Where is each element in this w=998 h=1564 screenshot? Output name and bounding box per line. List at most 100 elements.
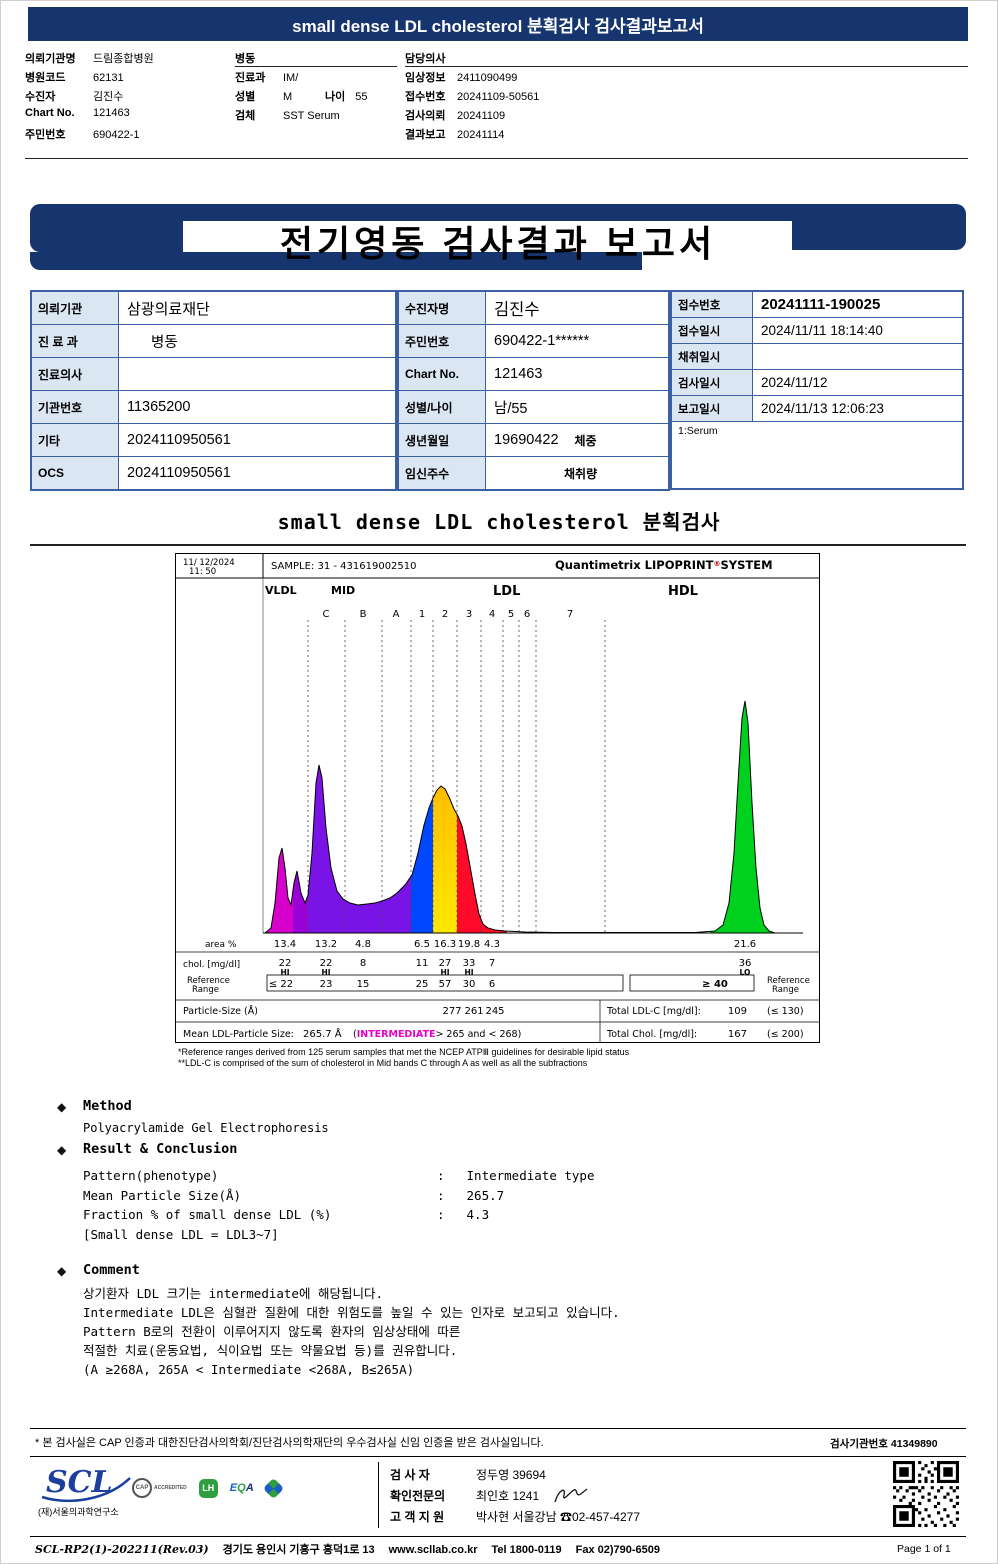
result-row: Pattern(phenotype): Intermediate type	[83, 1166, 594, 1186]
reference-value: 6	[489, 979, 495, 990]
total-ldl-ref: (≤ 130)	[767, 1006, 804, 1017]
comment-line: 상기환자 LDL 크기는 intermediate에 해당됩니다.	[83, 1286, 384, 1301]
field-label: 나이	[325, 91, 346, 103]
section-divider	[30, 544, 966, 546]
staff-row: 고 객 지 원 박사현 서울강남 ☎02-457-4277	[390, 1506, 640, 1527]
subband-label: 5	[508, 609, 514, 620]
staff-label: 고 객 지 원	[390, 1510, 445, 1524]
band-label-ldl: LDL	[493, 584, 520, 599]
result-row: Mean Particle Size(Å): 265.7	[83, 1186, 594, 1206]
field-label: 검사의뢰	[405, 110, 446, 122]
cell-value	[753, 344, 962, 369]
header-field: 결과보고 20241114	[405, 126, 504, 142]
particle-size-label: Particle-Size (Å)	[183, 1005, 258, 1017]
cell-value: 2024/11/11 18:14:40	[753, 318, 962, 343]
band-label-vldl: VLDL	[265, 584, 297, 597]
field-label: 담당의사	[405, 53, 446, 65]
lipoprint-system-label: Quantimetrix LIPOPRINT®SYSTEM	[555, 558, 773, 572]
cell-label: 접수일시	[672, 318, 752, 343]
cell-label: 의뢰기관	[32, 292, 118, 324]
address: 경기도 용인시 기흥구 흥덕1로 13	[222, 1544, 375, 1556]
signature-icon	[554, 1487, 588, 1502]
chol-value: 33	[463, 958, 476, 969]
bottom-info-row: SCL-RP2(1)-202211(Rev.03) 경기도 용인시 기흥구 흥덕…	[35, 1541, 660, 1557]
eqa-letter: Q	[237, 1482, 246, 1494]
hi-flag: HI	[464, 968, 473, 977]
patient-table-left: 의뢰기관 삼광의료재단 진 료 과 병동 진료의사 기관번호 11365200 기타 2…	[30, 290, 397, 491]
header-field: 병원코드 62131	[25, 69, 124, 85]
staff-label: 확인전문의	[390, 1489, 446, 1503]
mean-particle-classification: (INTERMEDIATE> 265 and < 268)	[353, 1029, 521, 1040]
field-label: 의뢰기관명	[25, 53, 76, 65]
lipoprint-chart-svg: 11/ 12/2024 11: 50 SAMPLE: 31 - 43161900…	[175, 553, 820, 1043]
cell-value: 2024110950561	[119, 457, 395, 489]
org-number: 검사기관번호 41349890	[830, 1436, 938, 1451]
website: www.scllab.co.kr	[388, 1544, 478, 1556]
hi-flag: HI	[321, 968, 330, 977]
cap-logo: CAP ACCREDITED	[132, 1478, 187, 1498]
qr-code	[893, 1461, 959, 1532]
area-pct-value: 6.5	[414, 939, 430, 950]
subband-label: 6	[524, 609, 530, 620]
weight-sublabel: 체중	[574, 433, 597, 448]
band-boundary-lines	[307, 620, 606, 933]
header-field: Chart No. 121463	[25, 107, 130, 119]
comment-body: 상기환자 LDL 크기는 intermediate에 해당됩니다. Interm…	[83, 1284, 620, 1379]
field-label: 임상정보	[405, 72, 446, 84]
field-label: 수진자	[25, 91, 56, 103]
result-value: 265.7	[466, 1187, 505, 1203]
field-value: 121463	[93, 107, 130, 119]
reference-range-label: Range	[772, 985, 799, 995]
cell-label: 접수번호	[672, 292, 752, 317]
result-row: Fraction % of small dense LDL (%): 4.3	[83, 1205, 594, 1225]
particle-size-value: 245	[485, 1006, 504, 1017]
cell-value: 2024/11/13 12:06:23	[753, 396, 962, 421]
particle-size-value: 261	[464, 1006, 483, 1017]
cell-value: 삼광의료재단	[119, 292, 395, 324]
cell-value: 20241111-190025	[753, 292, 962, 317]
field-value: 2411090499	[457, 72, 518, 84]
result-rows: Pattern(phenotype): Intermediate type Mea…	[83, 1166, 594, 1244]
field-value: 드림종합병원	[93, 53, 154, 65]
staff-row: 확인전문의 최인호 1241	[390, 1485, 640, 1506]
method-heading: Method	[83, 1098, 132, 1114]
chart-footnotes: *Reference ranges derived from 125 serum…	[178, 1047, 629, 1069]
total-ldl-label: Total LDL-C [mg/dl]:	[606, 1006, 701, 1017]
colon: :	[437, 1187, 445, 1203]
cell-label: 채취일시	[672, 344, 752, 369]
reference-value: 30	[463, 979, 476, 990]
method-body: Polyacrylamide Gel Electrophoresis	[83, 1121, 329, 1135]
qr-code-svg	[893, 1461, 959, 1527]
divider	[405, 66, 968, 67]
scl-swoosh-icon	[41, 1477, 131, 1503]
area-pct-value: 13.2	[315, 939, 337, 950]
chol-value: 22	[320, 958, 333, 969]
result-value: 4.3	[466, 1207, 490, 1222]
cell-value: 김진수	[486, 292, 668, 324]
cell-label: Chart No.	[399, 358, 485, 390]
banner-right-bar	[792, 204, 966, 250]
comment-line: 적절한 치료(운동요법, 식이요법 또는 약물요법 등)를 권유합니다.	[83, 1343, 458, 1358]
banner-top-bar	[180, 204, 793, 221]
header-field: 접수번호 20241109-50561	[405, 88, 539, 104]
header-field: 검체 SST Serum	[235, 107, 340, 123]
diamond-bullet-icon: ◆	[57, 1143, 67, 1157]
header-field: 병동	[235, 50, 283, 66]
cell-label: 기타	[32, 424, 118, 456]
reference-value: 25	[416, 979, 429, 990]
patient-table-right: 접수번호 20241111-190025 접수일시 2024/11/11 18:14…	[670, 290, 964, 490]
cell-value: 채취량	[486, 457, 668, 489]
result-name: Fraction % of small dense LDL (%)	[83, 1207, 332, 1222]
comment-heading: Comment	[83, 1262, 140, 1278]
sample-volume-sublabel: 채취량	[564, 466, 598, 481]
field-value: 690422-1	[93, 129, 140, 141]
footer-divider	[30, 1536, 966, 1537]
chol-value: 8	[360, 958, 366, 969]
area-pct-value: 4.8	[355, 939, 371, 950]
top-bar-title: small dense LDL cholesterol 분획검사 검사결과보고서	[292, 16, 704, 36]
cap-seal-icon: CAP	[132, 1478, 152, 1498]
colon: :	[437, 1168, 445, 1183]
eqa-logo: EQA	[230, 1482, 254, 1494]
chol-value: 27	[439, 958, 452, 969]
org-number-value: 41349890	[890, 1438, 938, 1450]
